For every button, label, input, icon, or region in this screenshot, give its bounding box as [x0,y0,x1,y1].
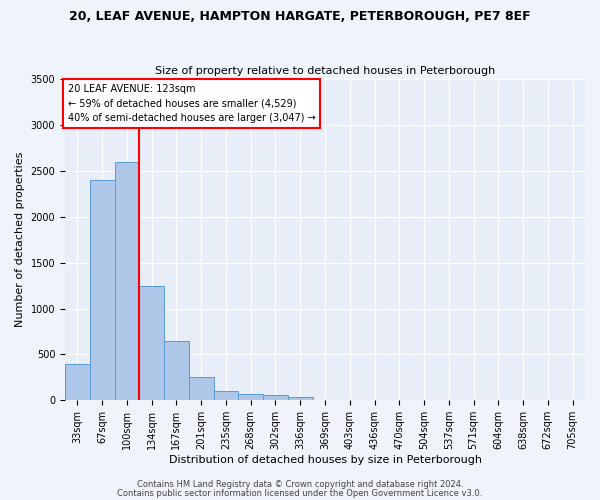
Title: Size of property relative to detached houses in Peterborough: Size of property relative to detached ho… [155,66,495,76]
Bar [164,340,189,400]
Text: Contains public sector information licensed under the Open Government Licence v3: Contains public sector information licen… [118,488,482,498]
Bar [115,162,139,400]
Text: 20 LEAF AVENUE: 123sqm
← 59% of detached houses are smaller (4,529)
40% of semi-: 20 LEAF AVENUE: 123sqm ← 59% of detached… [68,84,316,124]
Text: 20, LEAF AVENUE, HAMPTON HARGATE, PETERBOROUGH, PE7 8EF: 20, LEAF AVENUE, HAMPTON HARGATE, PETERB… [69,10,531,23]
Bar [90,180,115,400]
Bar [214,391,238,400]
X-axis label: Distribution of detached houses by size in Peterborough: Distribution of detached houses by size … [169,455,482,465]
Bar [139,286,164,401]
Text: Contains HM Land Registry data © Crown copyright and database right 2024.: Contains HM Land Registry data © Crown c… [137,480,463,489]
Bar [238,394,263,400]
Y-axis label: Number of detached properties: Number of detached properties [15,152,25,328]
Bar [263,395,288,400]
Bar [65,364,90,401]
Bar [288,396,313,400]
Bar [189,378,214,400]
